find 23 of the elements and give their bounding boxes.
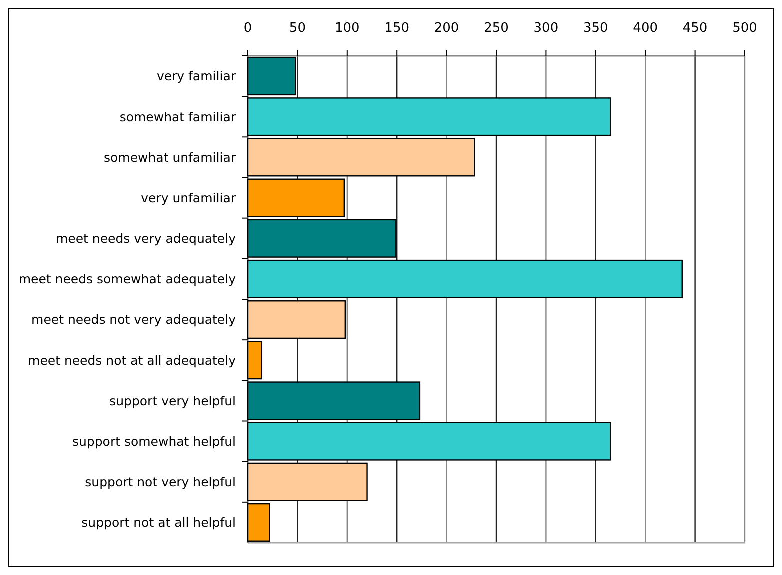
- x-tick-label: 350: [583, 21, 608, 36]
- x-tick-label: 500: [732, 21, 758, 36]
- y-tick-label: meet needs not very adequately: [32, 312, 237, 328]
- x-tick-label: 300: [534, 21, 559, 36]
- x-tick-label: 450: [682, 21, 708, 36]
- x-tick-label: 150: [384, 21, 410, 36]
- y-tick-label: somewhat unfamiliar: [104, 150, 237, 165]
- y-tick-label: support somewhat helpful: [72, 434, 236, 449]
- y-tick-label: very familiar: [156, 68, 237, 84]
- x-tick-label: 100: [334, 21, 360, 36]
- y-tick-label: support very helpful: [110, 393, 236, 408]
- y-tick-label: meet needs very adequately: [56, 231, 237, 246]
- x-tick-label: 0: [244, 21, 252, 36]
- y-tick-label: support not at all helpful: [82, 515, 236, 530]
- x-tick-label: 50: [289, 21, 306, 36]
- y-tick-label: somewhat familiar: [120, 109, 237, 124]
- x-tick-label: 400: [633, 21, 658, 36]
- y-tick-label: meet needs not at all adequately: [28, 352, 237, 368]
- y-tick-label: support not very helpful: [85, 474, 236, 490]
- x-tick-label: 250: [484, 21, 509, 36]
- y-tick-label: very unfamiliar: [141, 190, 237, 206]
- x-tick-label: 200: [434, 21, 460, 36]
- y-tick-label: meet needs somewhat adequately: [18, 272, 237, 287]
